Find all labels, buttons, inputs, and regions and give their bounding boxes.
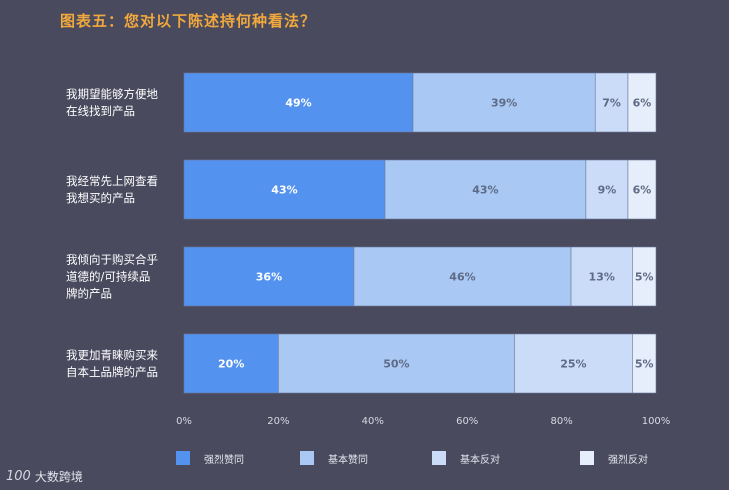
- data-label: 46%: [449, 271, 475, 284]
- bar-segment: [412, 72, 596, 133]
- data-label: 25%: [560, 358, 586, 371]
- bar-segment: [183, 333, 279, 394]
- x-tick-label: 20%: [267, 416, 289, 427]
- data-label: 43%: [271, 184, 297, 197]
- brand-watermark: 100 大数跨境: [6, 466, 83, 486]
- legend-item: 强烈赞同: [176, 448, 244, 468]
- data-label: 36%: [256, 271, 282, 284]
- data-label: 50%: [383, 358, 409, 371]
- data-label: 20%: [218, 358, 244, 371]
- brand-name: 大数跨境: [34, 469, 83, 484]
- legend-item: 基本反对: [432, 448, 500, 468]
- bar-segment: [514, 333, 633, 394]
- bar-segment: [183, 159, 386, 220]
- category-label: 我期望能够方便地: [66, 87, 158, 101]
- data-label: 5%: [635, 271, 654, 284]
- category-label: 我更加青睐购买来: [66, 348, 158, 362]
- category-label: 自本土品牌的产品: [66, 365, 158, 379]
- legend-swatch: [432, 451, 446, 465]
- legend-label: 强烈反对: [608, 454, 648, 466]
- legend-label: 基本反对: [460, 454, 500, 466]
- legend-item: 基本赞同: [300, 448, 368, 468]
- category-label: 我倾向于购买合乎: [66, 253, 158, 267]
- data-label: 5%: [635, 358, 654, 371]
- category-label: 道德的/可持续品: [66, 270, 150, 284]
- x-tick-label: 60%: [456, 416, 478, 427]
- category-label: 我想买的产品: [66, 191, 135, 205]
- x-tick-label: 80%: [550, 416, 572, 427]
- legend-label: 强烈赞同: [204, 454, 244, 466]
- bar-segment: [570, 246, 633, 307]
- data-label: 39%: [491, 97, 517, 110]
- x-tick-label: 0%: [176, 416, 192, 427]
- data-label: 7%: [602, 97, 621, 110]
- data-label: 9%: [598, 184, 617, 197]
- data-label: 43%: [472, 184, 498, 197]
- bar-segment: [353, 246, 572, 307]
- category-label: 我经常先上网查看: [66, 174, 158, 188]
- bar-segment: [384, 159, 587, 220]
- x-tick-label: 40%: [362, 416, 384, 427]
- data-label: 6%: [633, 184, 652, 197]
- legend-swatch: [300, 451, 314, 465]
- bar-segment: [627, 159, 657, 220]
- bar-segment: [627, 72, 657, 133]
- legend-swatch: [580, 451, 594, 465]
- category-label: 牌的产品: [66, 287, 112, 301]
- data-label: 13%: [589, 271, 615, 284]
- bar-segment: [585, 159, 629, 220]
- bar-segment: [183, 246, 355, 307]
- chart-title: 图表五：您对以下陈述持何种看法？: [60, 12, 317, 30]
- data-label: 49%: [285, 97, 311, 110]
- data-label: 6%: [633, 97, 652, 110]
- legend-label: 基本赞同: [328, 454, 368, 466]
- brand-logo: 100: [6, 468, 31, 484]
- chart-legend: 强烈赞同 基本赞同 基本反对 强烈反对: [0, 448, 729, 472]
- category-label: 在线找到产品: [66, 104, 135, 118]
- bar-segment: [632, 246, 657, 307]
- legend-swatch: [176, 451, 190, 465]
- bar-segment: [632, 333, 657, 394]
- legend-item: 强烈反对: [580, 448, 648, 468]
- x-tick-label: 100%: [642, 416, 671, 427]
